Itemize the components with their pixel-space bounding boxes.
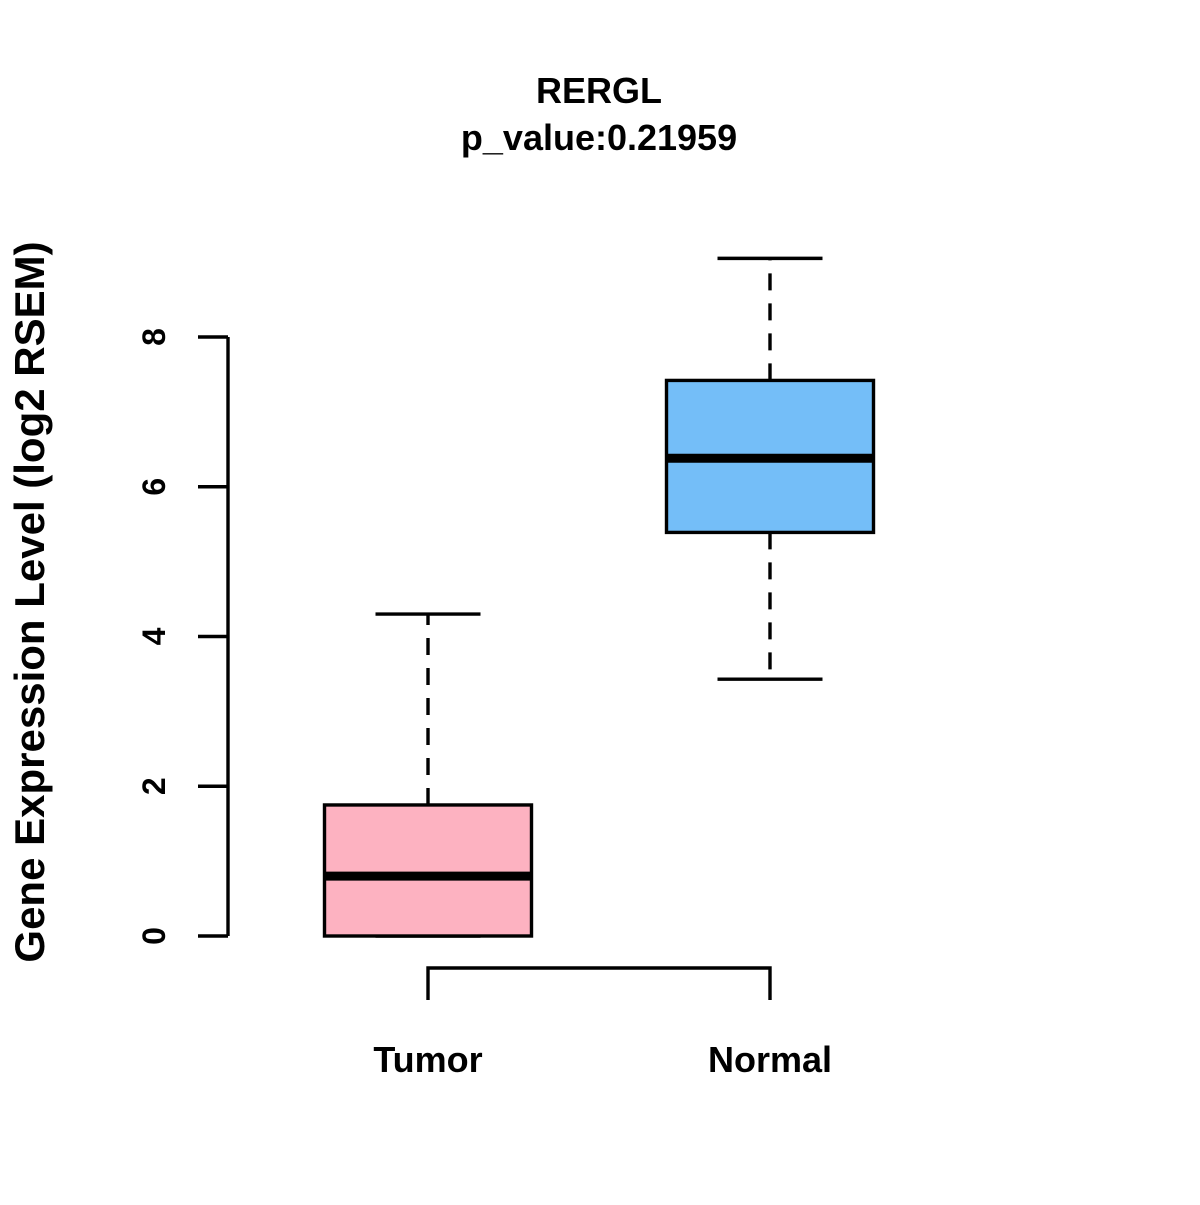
y-axis-tick-label: 8 <box>136 328 172 346</box>
y-axis-label: Gene Expression Level (log2 RSEM) <box>6 241 53 962</box>
y-axis-tick-label: 0 <box>136 927 172 945</box>
plot-area: 0 2 4 6 8 Tumor Normal <box>136 256 876 1080</box>
box-tumor <box>322 803 534 938</box>
category-label-normal: Normal <box>708 1039 832 1080</box>
chart-title: RERGL <box>536 70 662 111</box>
y-axis-tick-label: 4 <box>136 627 172 645</box>
y-axis-tick-label: 2 <box>136 777 172 795</box>
y-axis-tick-label: 6 <box>136 478 172 496</box>
category-label-tumor: Tumor <box>373 1039 482 1080</box>
chart-subtitle: p_value:0.21959 <box>461 117 737 158</box>
x-axis-bracket <box>426 966 772 1000</box>
